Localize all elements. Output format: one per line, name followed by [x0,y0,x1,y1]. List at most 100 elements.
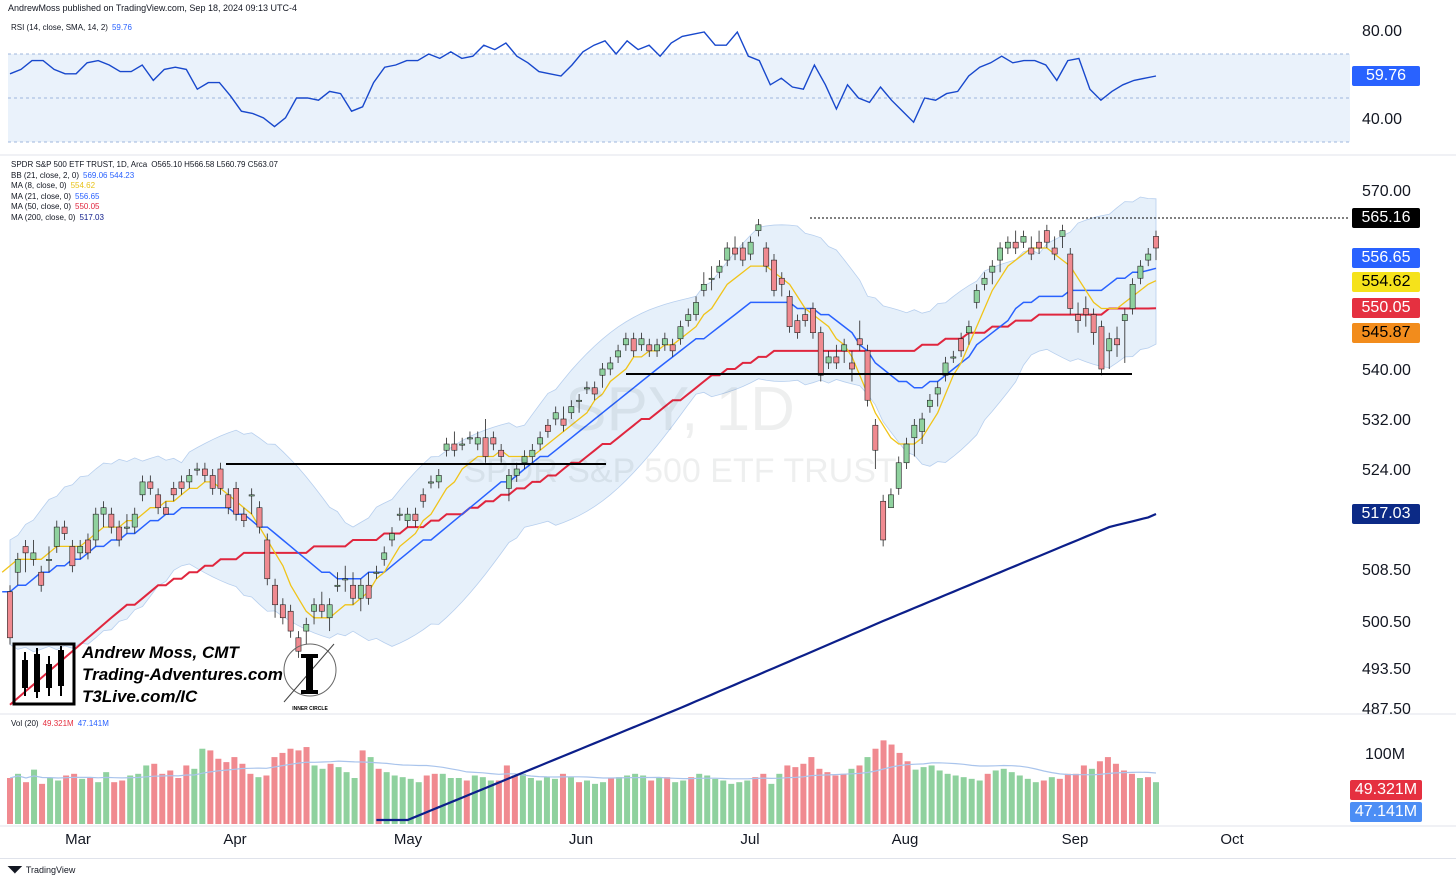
volume-bar [912,769,919,824]
candle [451,431,458,457]
candle [217,462,224,495]
volume-bar [191,768,198,824]
legend-row[interactable]: MA (50, close, 0) 550.05 [11,202,278,213]
volume-bar [856,765,863,824]
candle [108,507,115,534]
candle [178,475,185,495]
volume-bar [592,783,599,824]
volume-bar [447,778,454,824]
volume-bar [824,772,831,824]
volume-bar [728,783,735,824]
volume-ma-line [9,760,1157,780]
volume-bar [1008,772,1015,824]
candle [599,362,606,388]
candle [755,219,762,237]
volume-bar [223,762,230,824]
volume-bar [143,765,150,824]
candle [1137,260,1144,285]
price-tag-last: 565.16 [1352,208,1420,228]
candle [849,350,855,382]
volume-bar [704,775,711,824]
volume-bar [127,775,134,824]
price-tag-ma21: 556.65 [1352,248,1420,268]
candle [100,501,107,528]
candle [919,412,926,444]
volume-bar [287,748,294,824]
volume-bar [207,750,214,824]
legend-row[interactable]: BB (21, close, 2, 0) 569.06 544.23 [11,171,278,182]
legend-row-values: 517.03 [79,212,104,222]
month-label: Aug [892,831,919,848]
legend-row[interactable]: MA (200, close, 0) 517.03 [11,213,278,224]
time-axis: Mar Apr May Jun Jul Aug Sep Oct [65,831,1244,848]
candle [1121,308,1128,363]
volume-bar [1136,778,1143,824]
price-tick-label: 500.50 [1362,614,1411,631]
candle [326,598,333,632]
candle [1028,236,1035,261]
volume-bar [880,740,887,824]
candle [147,475,154,495]
candle [373,565,380,579]
legend-row-values: 569.06 544.23 [83,170,135,180]
volume-bar [311,765,318,824]
candle [334,572,341,592]
volume-bar [247,773,254,824]
month-label: Apr [223,831,246,848]
legend-row-label: BB (21, close, 2, 0) [11,170,80,180]
candle [934,381,941,407]
candle [568,400,575,419]
candle [763,242,770,273]
candle [1012,230,1019,255]
legend-row-label: MA (200, close, 0) [11,212,76,222]
legend-row[interactable]: SPDR S&P 500 ETF TRUST, 1D, Arca O565.10 … [11,160,278,171]
volume-bar [688,777,695,824]
month-label: Jul [740,831,759,848]
legend-row[interactable]: MA (8, close, 0) 554.62 [11,181,278,192]
candle [716,260,723,279]
volume-bar [503,765,510,824]
volume-bar [463,780,470,824]
volume-bar [383,772,390,824]
candle [240,507,247,528]
volume-bar [7,778,13,824]
volume-bar [1144,777,1151,824]
volume-bar [1112,763,1119,824]
candle [46,546,52,573]
candle [1129,278,1136,315]
volume-bar [840,773,847,824]
candle [708,266,715,291]
candle [459,437,466,451]
volume-bar [295,750,302,824]
candle [7,585,13,645]
candle [521,450,528,469]
rsi-line [9,30,1157,128]
candle [279,598,286,625]
legend-row[interactable]: MA (21, close, 0) 556.65 [11,192,278,203]
candle [404,507,411,528]
volume-bar [279,752,286,824]
brand-line-1: Andrew Moss, CMT [82,643,239,662]
volume-tick-100m: 100M [1365,746,1406,763]
candle [646,338,653,357]
candle [1020,230,1027,248]
candle [771,254,777,297]
volume-bar [1040,780,1047,824]
volume-legend-value1: 49.321M [42,719,74,728]
candle [817,326,824,382]
volume-bar [632,773,639,824]
candle [802,308,809,327]
volume-bar [527,778,534,824]
volume-bar [1032,782,1039,824]
volume-bar [712,778,719,824]
price-tick-label: 508.50 [1362,562,1411,579]
volume-bar [896,752,903,824]
price-tag-ma50: 550.05 [1352,298,1420,318]
volume-bar [47,778,54,824]
volume-bar [832,775,839,824]
volume-bar [31,769,38,824]
volume-bar [455,778,462,824]
volume-bar [744,780,751,824]
candle [1098,320,1105,376]
candle [864,344,871,407]
